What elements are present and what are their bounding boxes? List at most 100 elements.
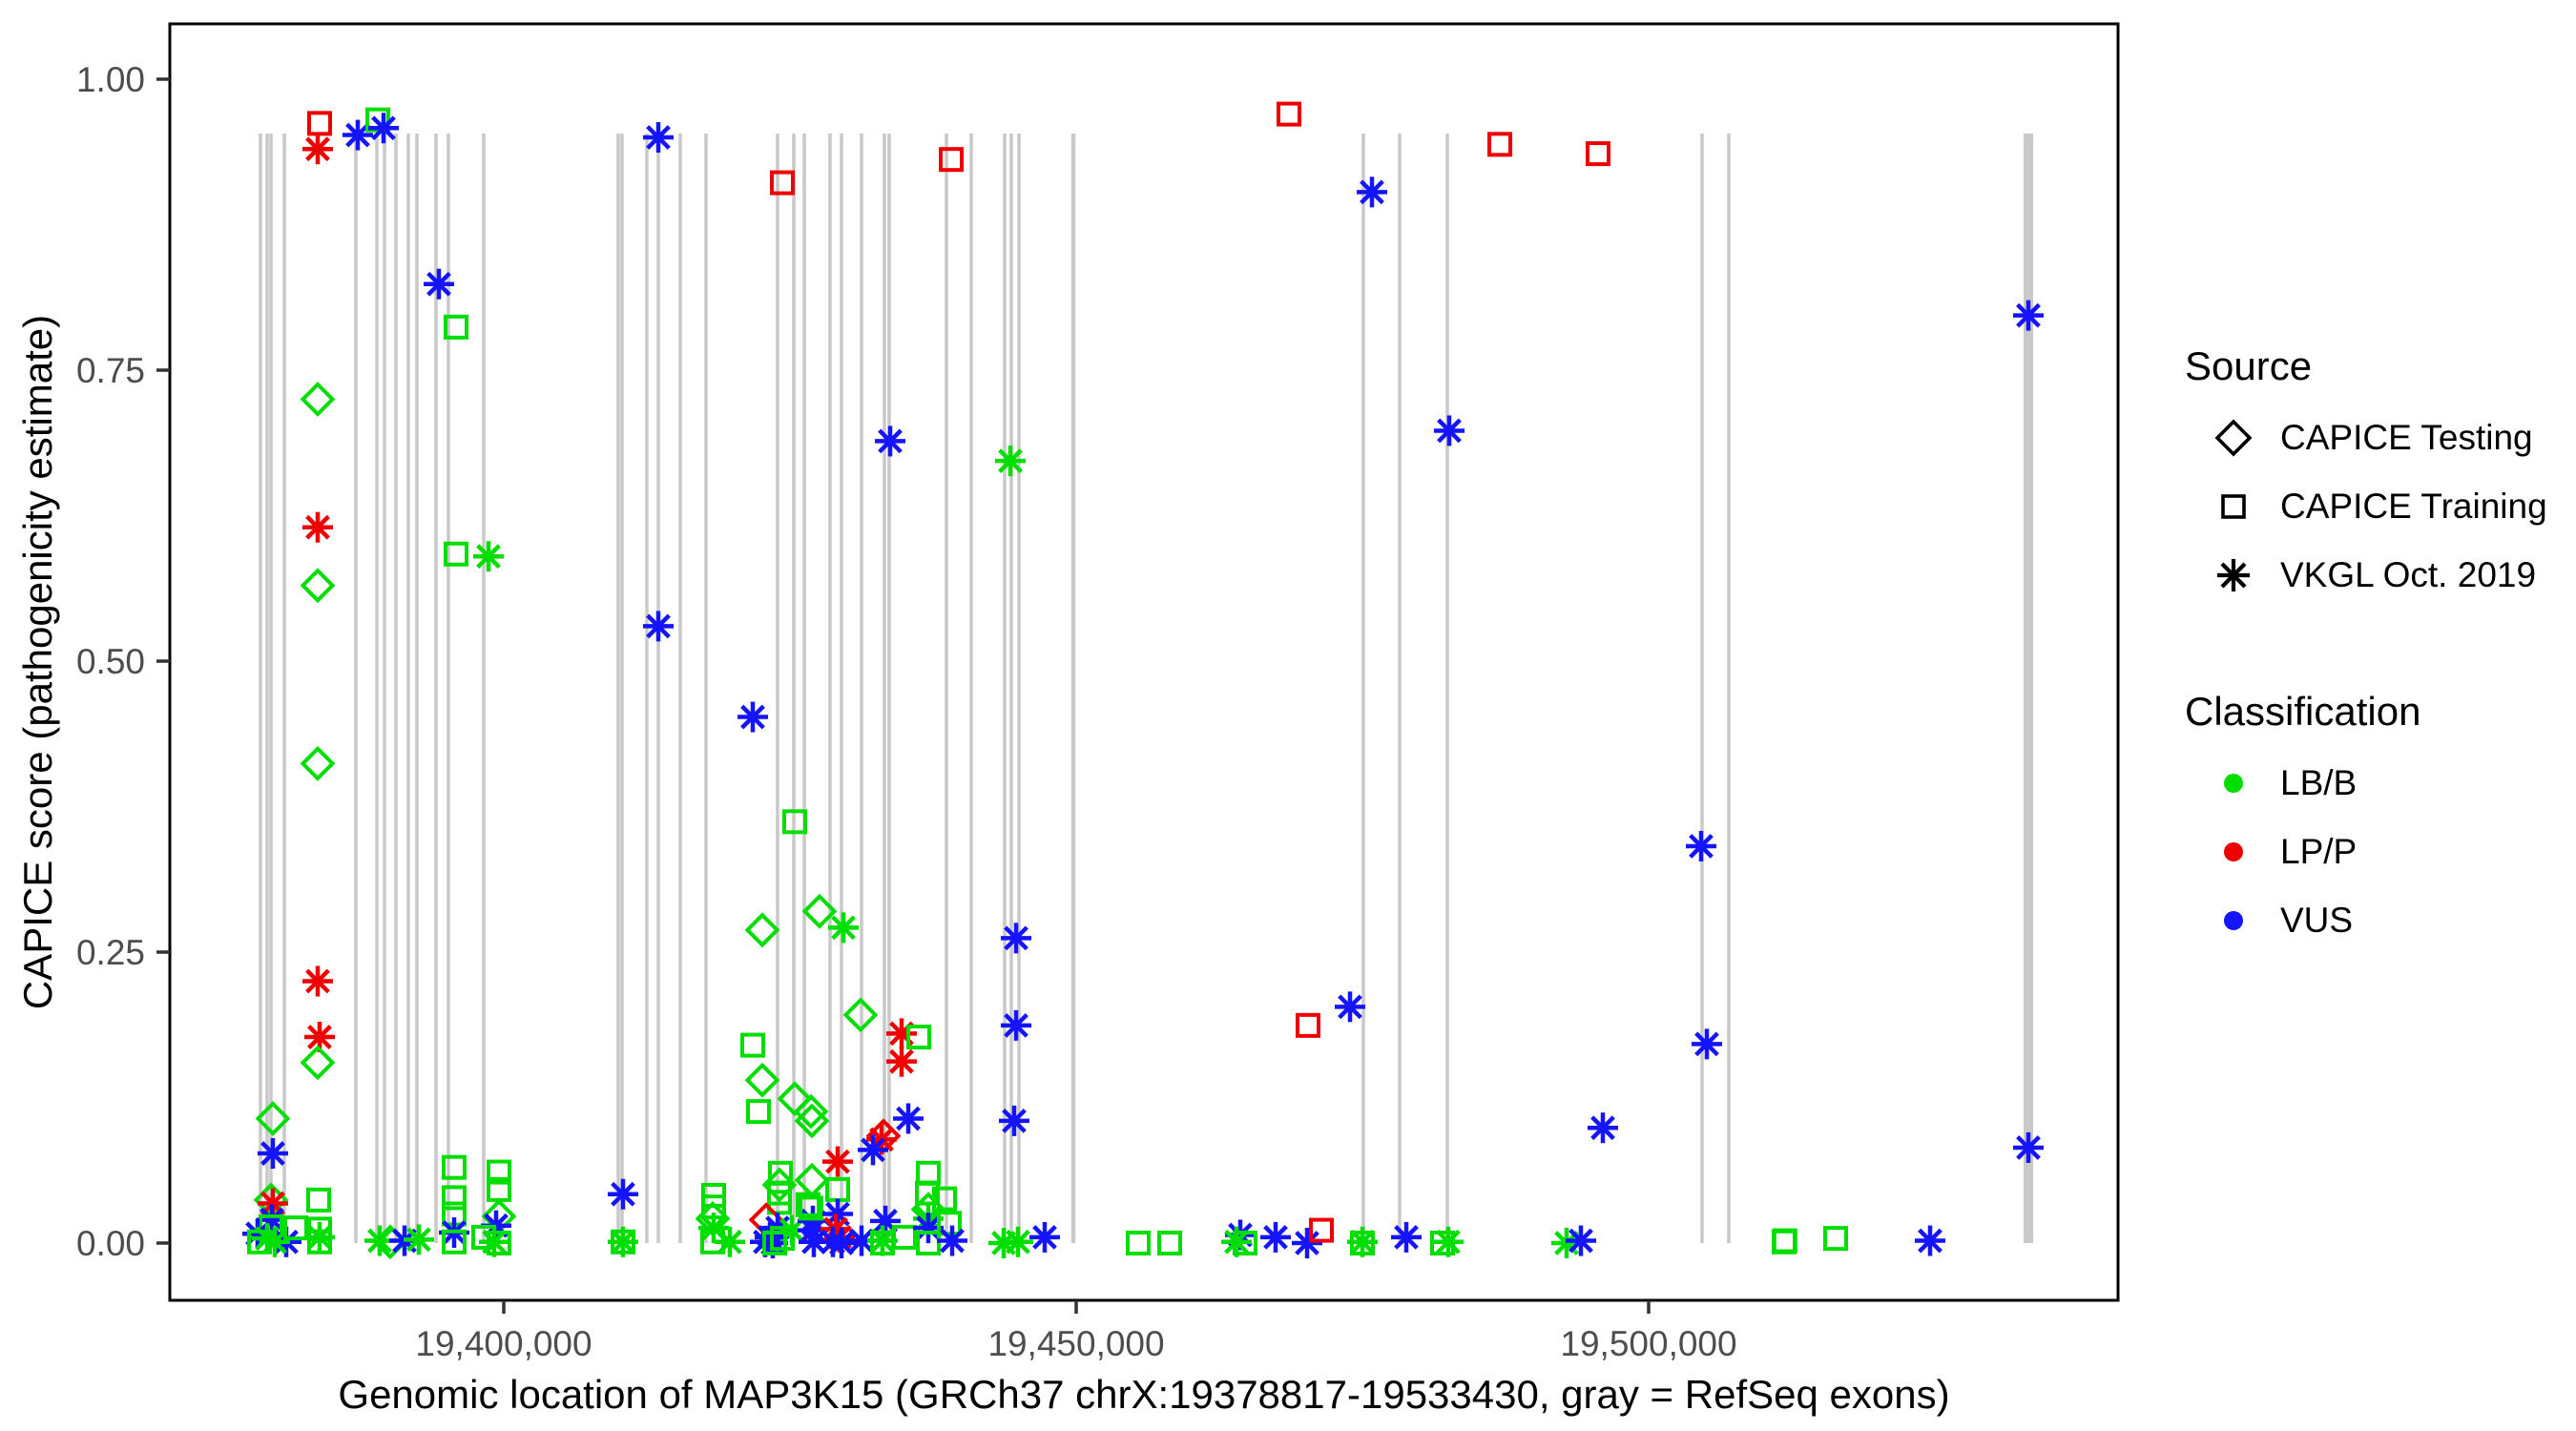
data-point-square — [795, 1192, 821, 1217]
data-point-square — [1157, 1231, 1183, 1255]
data-point-diamond — [744, 912, 780, 948]
y-tick-label: 0.50 — [76, 642, 145, 681]
data-point-asterisk — [912, 1213, 944, 1244]
data-point-square — [1309, 1217, 1335, 1243]
legend-item-label: CAPICE Testing — [2280, 418, 2533, 457]
data-point-square — [915, 1160, 941, 1186]
data-point-diamond — [255, 1101, 291, 1136]
data-point-asterisk — [643, 122, 674, 153]
data-point-square — [442, 1154, 467, 1180]
data-point-asterisk — [715, 1226, 745, 1257]
data-point-square — [442, 1185, 467, 1211]
data-point-square — [486, 1159, 511, 1185]
legend-source-title: Source — [2185, 343, 2313, 388]
legend-item-label: VUS — [2280, 901, 2354, 940]
legend-item-capice-training: CAPICE Training — [2185, 485, 2566, 529]
data-point-diamond — [794, 1103, 830, 1139]
data-point-asterisk — [937, 1225, 968, 1256]
data-point-square — [892, 1224, 917, 1250]
data-point-square — [307, 1229, 333, 1255]
y-tick-label: 0.25 — [76, 933, 145, 972]
data-point-asterisk — [2013, 1131, 2045, 1163]
data-point-square — [782, 809, 808, 835]
data-point-asterisk — [1260, 1221, 1292, 1253]
data-point-asterisk — [473, 541, 505, 572]
data-point-square — [282, 1215, 308, 1241]
data-point-square — [1296, 1012, 1320, 1038]
legend-item-lbb: LB/B — [2185, 761, 2566, 805]
x-tick-label: 19,450,000 — [987, 1324, 1164, 1363]
data-point-asterisk — [858, 1134, 888, 1166]
data-point-asterisk — [1565, 1225, 1596, 1256]
data-point-asterisk — [343, 119, 373, 151]
data-point-square — [1822, 1226, 1848, 1252]
data-point-square — [915, 1231, 941, 1255]
data-point-asterisk — [798, 1226, 829, 1257]
data-point-diamond — [842, 997, 879, 1033]
data-point-square — [1772, 1228, 1797, 1254]
data-point-square — [1771, 1229, 1797, 1255]
x-axis-title: Genomic location of MAP3K15 (GRCh37 chrX… — [338, 1372, 1950, 1417]
data-point-square — [443, 541, 468, 567]
data-point-asterisk — [1390, 1221, 1422, 1253]
data-point-square — [740, 1032, 765, 1058]
data-point-square — [906, 1025, 931, 1050]
lpp-dot-icon — [2212, 830, 2255, 874]
square-icon — [2212, 485, 2255, 529]
diamond-icon — [2212, 416, 2255, 460]
lbb-dot-icon — [2212, 761, 2255, 805]
data-point-square — [307, 111, 333, 136]
data-point-asterisk — [2013, 300, 2045, 331]
data-point-asterisk — [1003, 1226, 1034, 1257]
data-point-asterisk — [1335, 991, 1366, 1023]
data-point-asterisk — [302, 511, 333, 543]
data-point-asterisk — [886, 1046, 917, 1077]
data-point-asterisk — [1029, 1221, 1060, 1253]
data-point-asterisk — [875, 425, 905, 457]
data-point-asterisk — [608, 1226, 639, 1257]
data-point-asterisk — [403, 1224, 434, 1255]
data-point-asterisk — [886, 1018, 917, 1049]
data-point-asterisk — [368, 113, 399, 144]
x-tick-label: 19,400,000 — [415, 1324, 592, 1363]
data-point-asterisk — [998, 1105, 1029, 1136]
data-point-diamond — [300, 382, 336, 417]
data-point-square — [443, 314, 468, 340]
data-point-square — [1276, 101, 1301, 127]
panel-border — [168, 22, 2120, 1302]
data-point-asterisk — [1001, 1009, 1031, 1041]
data-point-asterisk — [737, 701, 768, 733]
data-point-diamond — [300, 1045, 336, 1081]
data-point-asterisk — [826, 1228, 857, 1258]
data-point-asterisk — [608, 1178, 639, 1210]
data-point-asterisk — [822, 1146, 854, 1177]
legend: Source CAPICE Testing CAPICE Training — [2185, 343, 2566, 967]
data-point-asterisk — [1433, 415, 1465, 446]
y-tick-label: 0.00 — [76, 1224, 145, 1263]
data-point-square — [746, 1099, 771, 1125]
data-point-diamond — [300, 745, 336, 781]
data-point-asterisk — [1588, 1112, 1618, 1144]
data-point-asterisk — [1347, 1226, 1378, 1257]
data-point-asterisk — [1691, 1028, 1722, 1060]
data-point-asterisk — [423, 268, 454, 300]
legend-item-vus: VUS — [2185, 899, 2566, 943]
data-point-asterisk — [1001, 923, 1031, 954]
data-point-asterisk — [1292, 1228, 1323, 1258]
data-point-asterisk — [995, 446, 1026, 477]
data-point-square — [762, 1231, 788, 1255]
data-point-square — [486, 1231, 511, 1255]
data-point-diamond — [794, 1162, 830, 1198]
data-point-diamond — [793, 1093, 829, 1130]
data-point-diamond — [744, 1062, 780, 1098]
data-point-square — [937, 1211, 963, 1236]
legend-item-vkgl: VKGL Oct. 2019 — [2185, 553, 2566, 597]
legend-item-label: LB/B — [2280, 763, 2358, 802]
data-point-diamond — [300, 568, 336, 604]
x-tick-label: 19,500,000 — [1560, 1324, 1736, 1363]
data-point-asterisk — [302, 965, 333, 997]
data-point-diamond — [801, 893, 838, 929]
data-point-asterisk — [257, 1138, 288, 1170]
y-tick-label: 1.00 — [76, 60, 145, 99]
data-point-asterisk — [1685, 830, 1716, 861]
